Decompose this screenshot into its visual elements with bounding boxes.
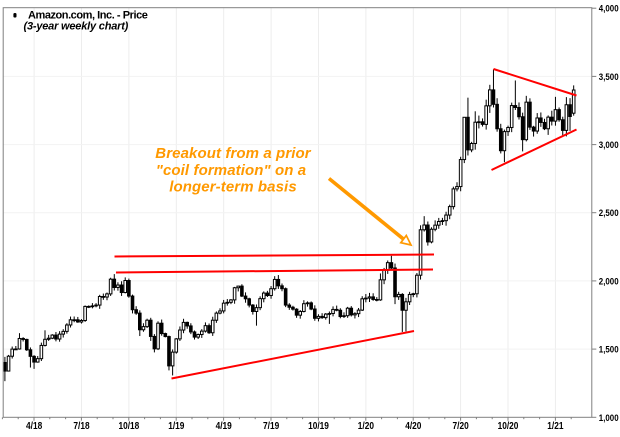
svg-text:4/19: 4/19 [216, 421, 233, 432]
svg-text:(3-year weekly chart): (3-year weekly chart) [24, 21, 129, 33]
svg-text:7/19: 7/19 [263, 421, 280, 432]
svg-text:Amazon.com, Inc. - Price: Amazon.com, Inc. - Price [28, 10, 148, 22]
svg-text:1,500: 1,500 [599, 345, 619, 355]
svg-text:2,000: 2,000 [599, 276, 619, 286]
svg-text:3,500: 3,500 [599, 72, 619, 82]
svg-text:3,000: 3,000 [599, 140, 619, 150]
svg-text:4,000: 4,000 [599, 4, 619, 14]
svg-text:1/19: 1/19 [168, 421, 185, 432]
svg-text:1,000: 1,000 [599, 413, 619, 423]
svg-text:"coil formation" on a: "coil formation" on a [156, 162, 307, 179]
svg-text:7/18: 7/18 [73, 421, 90, 432]
svg-text:longer-term basis: longer-term basis [169, 179, 297, 196]
svg-text:4/18: 4/18 [26, 421, 43, 432]
svg-text:10/19: 10/19 [308, 421, 329, 432]
svg-text:7/20: 7/20 [453, 421, 469, 432]
svg-text:10/18: 10/18 [119, 421, 140, 432]
svg-text:1/21: 1/21 [547, 421, 564, 432]
svg-text:Breakout from a prior: Breakout from a prior [155, 145, 312, 162]
svg-text:4/20: 4/20 [405, 421, 421, 432]
svg-text:2,500: 2,500 [599, 208, 619, 218]
svg-text:1/20: 1/20 [358, 421, 374, 432]
svg-text:10/20: 10/20 [498, 421, 519, 432]
